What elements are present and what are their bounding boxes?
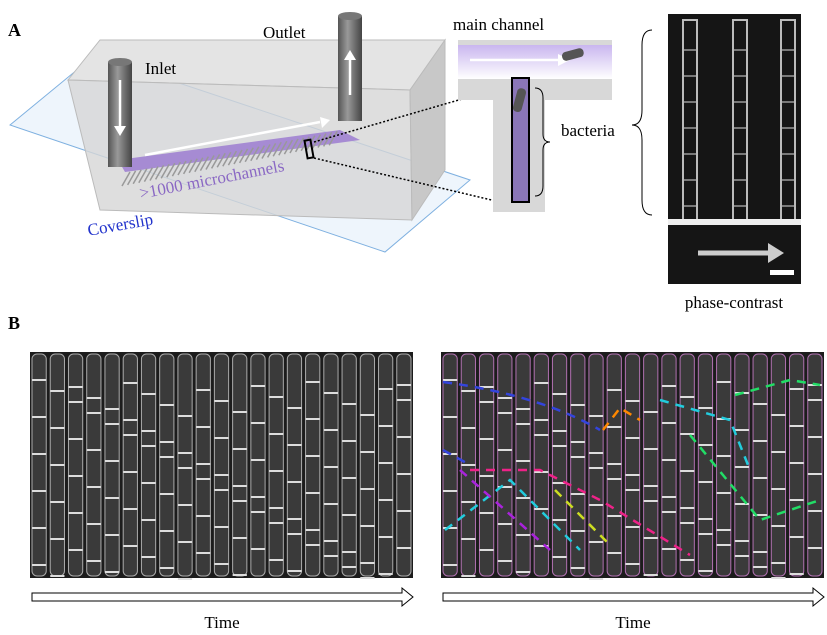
time-column (662, 354, 676, 576)
time-column (87, 354, 101, 576)
channel-edge (668, 219, 801, 225)
time-column (717, 354, 731, 576)
inlet-label: Inlet (145, 59, 176, 78)
time-column (141, 354, 155, 576)
time-column (516, 354, 530, 576)
time-column (790, 354, 804, 576)
time-column (698, 354, 712, 576)
figure: A Inlet Outlet >1000 microchannels Cover… (0, 0, 827, 635)
outlet-top (338, 12, 362, 20)
time-column (214, 354, 228, 576)
time-column (32, 354, 46, 576)
t-main-channel (458, 45, 612, 79)
time-column (269, 354, 283, 576)
time-column (644, 354, 658, 576)
time-column (571, 354, 585, 576)
time-column (360, 354, 374, 576)
panel-label: B (8, 313, 20, 333)
time-column (625, 354, 639, 576)
bacteria-label: bacteria (561, 121, 615, 140)
time-column (379, 354, 393, 576)
panel-label: A (8, 20, 21, 40)
time-column (233, 354, 247, 576)
time-column (105, 354, 119, 576)
kymograph (30, 352, 413, 579)
main-channel-label: main channel (453, 15, 544, 34)
time-label: Time (615, 613, 650, 632)
time-column (534, 354, 548, 576)
time-column (753, 354, 767, 576)
brace (632, 30, 652, 215)
inlet-top (108, 58, 132, 66)
time-label: Time (204, 613, 239, 632)
time-column (680, 354, 694, 576)
time-column (443, 354, 457, 576)
time-column (552, 354, 566, 576)
time-column (324, 354, 338, 576)
time-column (160, 354, 174, 576)
outlet-label: Outlet (263, 23, 306, 42)
time-column (498, 354, 512, 576)
time-arrow (32, 588, 413, 606)
time-column (771, 354, 785, 576)
time-column (287, 354, 301, 576)
scale-bar (770, 270, 794, 275)
time-column (306, 354, 320, 576)
kymograph-tracked (441, 352, 824, 579)
time-column (251, 354, 265, 576)
time-column (342, 354, 356, 576)
time-column (123, 354, 137, 576)
coverslip-label: Coverslip (86, 210, 154, 240)
time-column (808, 354, 822, 576)
time-column (397, 354, 411, 576)
time-arrow (443, 588, 824, 606)
phase-contrast-label: phase-contrast (685, 293, 783, 312)
